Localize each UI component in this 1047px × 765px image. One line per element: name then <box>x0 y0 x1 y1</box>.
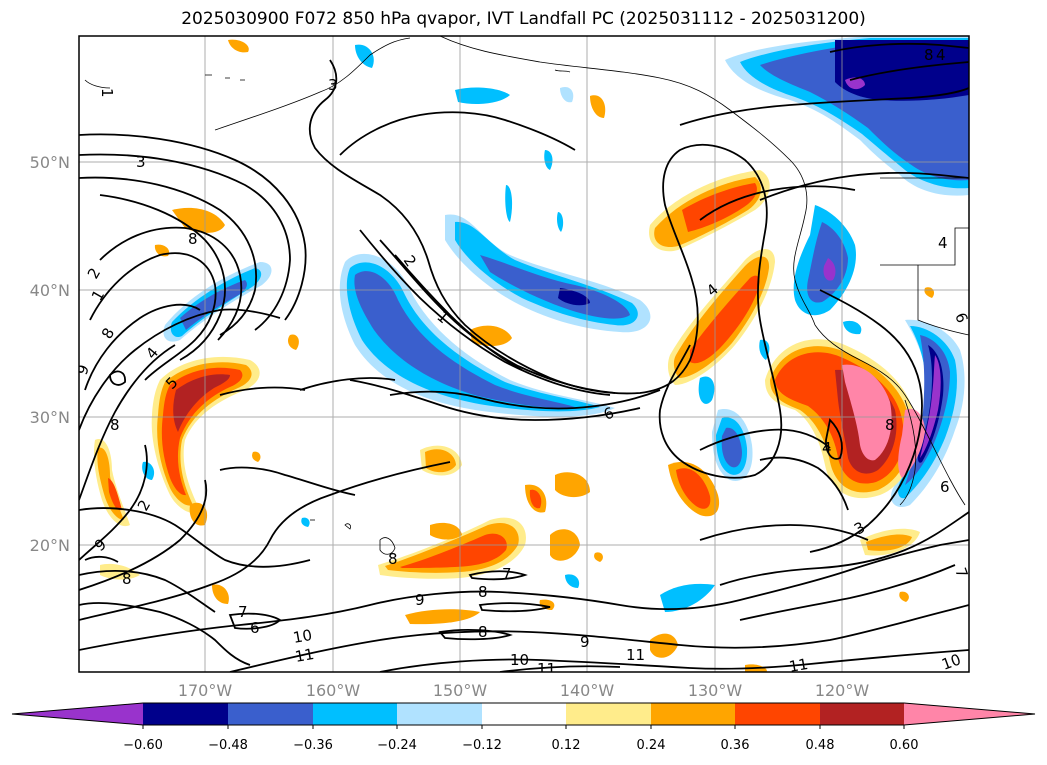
lon-label: 140°W <box>560 681 615 700</box>
contour-label: 8 <box>924 46 934 64</box>
contour-label: 4 <box>936 46 946 64</box>
contour-label: 7 <box>238 603 248 621</box>
contour-label: 4 <box>822 439 832 457</box>
contour-label: 11 <box>537 660 556 678</box>
colorbar-segment <box>482 703 566 725</box>
colorbar-segment <box>651 703 735 725</box>
colorbar-tick-label: 0.12 <box>552 738 581 753</box>
colorbar-segment <box>313 703 397 725</box>
contour-label: 1 <box>98 88 116 98</box>
contour-label: 8 <box>885 416 895 434</box>
colorbar-segment <box>228 703 313 725</box>
lon-label: 160°W <box>306 681 361 700</box>
colorbar-tick-label: −0.60 <box>123 738 163 753</box>
lon-label: 120°W <box>815 681 870 700</box>
colorbar-min-extension <box>12 703 143 725</box>
contour-label: 6 <box>951 310 971 325</box>
positive-anomaly-shading <box>93 39 935 672</box>
colorbar-tick-label: 0.60 <box>890 738 919 753</box>
contour-label: 7 <box>951 565 971 580</box>
colorbar-tick-label: 0.48 <box>806 738 835 753</box>
colorbar-tick-label: −0.36 <box>293 738 333 753</box>
lat-label: 30°N <box>30 408 70 427</box>
contour-label: 11 <box>788 655 810 676</box>
contour-label: 8 <box>122 570 132 588</box>
contour-label: 9 <box>415 591 425 609</box>
lat-label: 50°N <box>30 153 70 172</box>
contour-label: 8 <box>110 416 120 434</box>
colorbar-segment <box>566 703 651 725</box>
lon-label: 150°W <box>433 681 488 700</box>
colorbar-segment <box>397 703 482 725</box>
contour-label: 10 <box>292 626 314 647</box>
contour-label: 11 <box>626 646 645 664</box>
colorbar-tick-label: −0.12 <box>462 738 502 753</box>
coastlines <box>84 36 969 555</box>
contour-label: 8 <box>388 550 398 568</box>
colorbar-tick-label: 0.24 <box>637 738 666 753</box>
contour-label: 7 <box>502 565 512 583</box>
colorbar-tick-label: −0.24 <box>377 738 417 753</box>
contour-label: 3 <box>328 76 338 94</box>
ivt-contours <box>79 42 969 672</box>
colorbar-tick-label: −0.48 <box>208 738 248 753</box>
colorbar-segment <box>820 703 904 725</box>
latitude-labels: 50°N 40°N 30°N 20°N <box>30 153 70 555</box>
contour-label: 4 <box>938 234 948 252</box>
contour-label: 3 <box>136 153 146 171</box>
colorbar-segment <box>735 703 820 725</box>
contour-label: 6 <box>940 478 950 496</box>
contour-label: 8 <box>188 230 198 248</box>
longitude-labels: 170°W 160°W 150°W 140°W 130°W 120°W <box>178 681 870 700</box>
contour-label: 6 <box>250 619 260 637</box>
lon-label: 170°W <box>178 681 233 700</box>
contour-label: 10 <box>939 650 963 673</box>
chart-title: 2025030900 F072 850 hPa qvapor, IVT Land… <box>181 9 866 29</box>
map-frame <box>78 35 970 673</box>
lat-label: 40°N <box>30 281 70 300</box>
colorbar-segment <box>143 703 228 725</box>
lon-label: 130°W <box>688 681 743 700</box>
contour-label: 10 <box>510 651 529 669</box>
map-plot-area: 1 3 2 1 3 4 8 5 8 8 2 1 4 6 4 6 8 3 2 8 … <box>79 36 971 678</box>
contour-label: 8 <box>478 583 488 601</box>
colorbar-max-extension <box>904 703 1035 725</box>
contour-label: 9 <box>580 633 590 651</box>
colorbar-tick-label: 0.36 <box>721 738 750 753</box>
contour-label: 8 <box>478 623 488 641</box>
lat-label: 20°N <box>30 536 70 555</box>
colorbar: −0.60 −0.48 −0.36 −0.24 −0.12 0.12 0.24 … <box>11 702 1036 753</box>
contour-label: 11 <box>294 645 316 666</box>
